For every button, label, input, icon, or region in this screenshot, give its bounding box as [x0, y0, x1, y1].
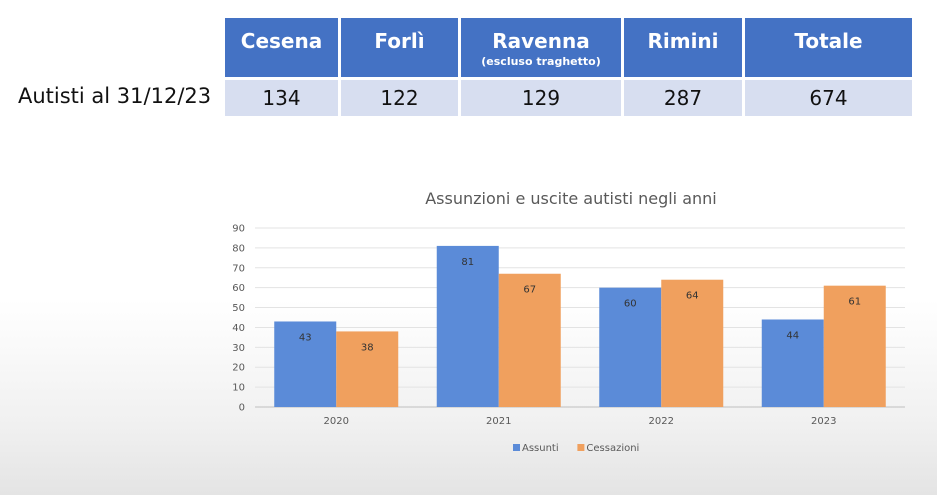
header-ravenna: Ravenna (escluso traghetto) [461, 18, 621, 77]
x-tick-label: 2022 [649, 416, 674, 427]
y-tick-label: 50 [232, 303, 245, 314]
y-tick-label: 90 [232, 224, 245, 235]
y-tick-label: 70 [232, 263, 245, 274]
legend: Assunti Cessazioni [513, 443, 639, 454]
header-label: Ravenna [492, 29, 590, 53]
y-tick-label: 10 [232, 383, 245, 394]
legend-swatch-cessazioni [577, 444, 585, 451]
x-tick-label: 2020 [324, 416, 349, 427]
data-label: 81 [461, 257, 474, 268]
label-layer: 43 38 81 67 60 64 44 61 [299, 257, 861, 354]
x-tick-label: 2021 [486, 416, 511, 427]
y-tick-label: 20 [232, 363, 245, 374]
header-label: Forlì [374, 29, 425, 53]
bar-cessazioni-2021 [498, 273, 561, 407]
cell-rimini: 287 [624, 77, 742, 116]
bar-assunti-2022 [599, 287, 662, 407]
table-header-row: Cesena Forlì Ravenna (escluso traghetto) … [225, 18, 912, 77]
data-label: 64 [686, 291, 699, 302]
bar-assunti-2023 [761, 319, 824, 407]
legend-swatch-assunti [513, 444, 520, 451]
chart-title: Assunzioni e uscite autisti negli anni [425, 189, 717, 208]
y-tick-label: 0 [239, 403, 245, 414]
header-label: Totale [794, 29, 863, 53]
bar-cessazioni-2022 [661, 279, 724, 407]
bar-layer [274, 245, 886, 407]
legend-label-cessazioni: Cessazioni [586, 443, 639, 454]
y-tick-label: 40 [232, 323, 245, 334]
data-label: 44 [786, 330, 799, 341]
header-label: Cesena [240, 29, 323, 53]
header-cesena: Cesena [225, 18, 338, 77]
header-forli: Forlì [341, 18, 458, 77]
y-tick-label: 60 [232, 283, 245, 294]
data-label: 60 [624, 299, 637, 310]
cell-cesena: 134 [225, 77, 338, 116]
y-tick-label: 30 [232, 343, 245, 354]
table-row: 134 122 129 287 674 [225, 77, 912, 116]
header-sublabel: (escluso traghetto) [481, 55, 601, 68]
legend-label-assunti: Assunti [522, 443, 559, 454]
y-tick-label: 80 [232, 243, 245, 254]
data-label: 38 [361, 342, 374, 353]
cell-totale: 674 [745, 77, 912, 116]
header-rimini: Rimini [624, 18, 742, 77]
row-label: Autisti al 31/12/23 [18, 84, 212, 108]
cell-forli: 122 [341, 77, 458, 116]
data-label: 43 [299, 332, 312, 343]
data-label: 67 [523, 285, 536, 296]
bar-chart: Assunzioni e uscite autisti negli anni 0… [232, 189, 905, 454]
x-tick-label: 2023 [811, 416, 836, 427]
header-totale: Totale [745, 18, 912, 77]
cell-ravenna: 129 [461, 77, 621, 116]
header-label: Rimini [647, 29, 719, 53]
data-label: 61 [848, 297, 861, 308]
drivers-table: Cesena Forlì Ravenna (escluso traghetto) … [222, 18, 915, 116]
grid-layer: 0 10 20 30 40 50 60 70 80 90 2020 2021 2022 2023 [232, 224, 905, 427]
bar-assunti-2020 [274, 321, 337, 407]
bar-cessazioni-2023 [823, 285, 886, 407]
bar-assunti-2021 [436, 245, 499, 407]
bar-cessazioni-2020 [336, 331, 399, 407]
